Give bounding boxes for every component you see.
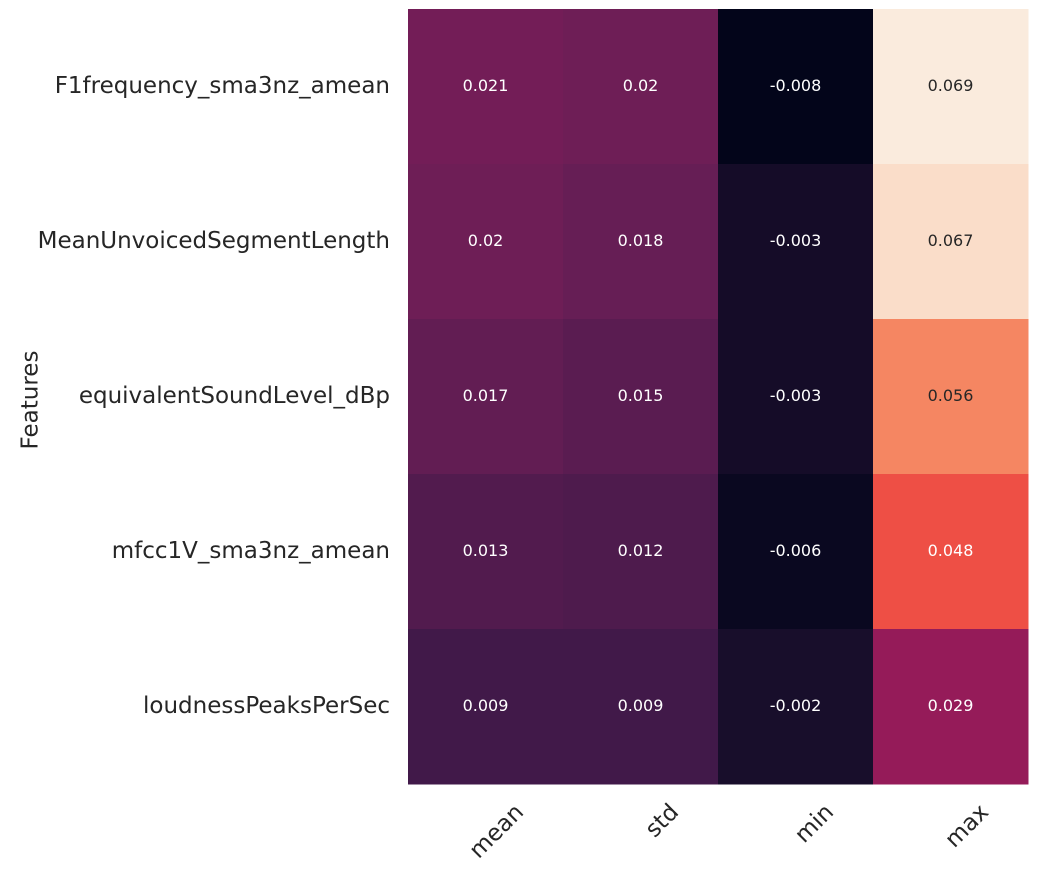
heatmap-cell [563,164,719,320]
heatmap-cell-label: 0.02 [623,76,659,95]
heatmap-cell-label: 0.067 [928,231,974,250]
heatmap-cell-label: 0.02 [468,231,504,250]
x-tick-label: std [640,799,684,843]
heatmap-cell-label: 0.009 [463,696,509,715]
heatmap-cell [408,9,564,165]
heatmap-cell [873,629,1029,785]
heatmap-cell [873,164,1029,320]
heatmap-cell [563,9,719,165]
heatmap-cell [873,474,1029,630]
heatmap-cell-label: 0.021 [463,76,509,95]
x-tick-label: min [790,799,839,848]
heatmap-cell [563,629,719,785]
heatmap-cell-label: 0.056 [928,386,974,405]
heatmap-cell [408,319,564,475]
x-tick-labels: mean std min max [465,799,995,864]
y-tick-label: loudnessPeaksPerSec [143,693,390,719]
heatmap-cell-label: 0.012 [618,541,664,560]
heatmap-cell [718,629,874,785]
heatmap-cell [718,164,874,320]
heatmap-cell [873,319,1029,475]
heatmap-cell-label: 0.029 [928,696,974,715]
heatmap-cell [563,474,719,630]
heatmap-cell-label: 0.009 [618,696,664,715]
y-tick-label: F1frequency_sma3nz_amean [55,73,390,99]
heatmap-cell [408,164,564,320]
heatmap-cell-label: -0.002 [770,696,822,715]
y-tick-labels: F1frequency_sma3nz_amean MeanUnvoicedSegm… [38,73,390,719]
heatmap-cell-label: 0.069 [928,76,974,95]
heatmap-cell-label: -0.008 [770,76,822,95]
heatmap-cell [408,474,564,630]
heatmap-cell-label: 0.017 [463,386,509,405]
heatmap-cell-label: 0.015 [618,386,664,405]
heatmap-cell-label: -0.006 [770,541,822,560]
heatmap-cell [873,9,1029,165]
heatmap-cell [408,629,564,785]
y-tick-label: equivalentSoundLevel_dBp [79,383,390,409]
heatmap-cell [718,9,874,165]
heatmap-cells [408,9,1029,785]
y-tick-label: MeanUnvoicedSegmentLength [38,228,390,254]
heatmap-cell [718,319,874,475]
heatmap-cell [718,474,874,630]
heatmap-cell-label: 0.018 [618,231,664,250]
x-tick-label: mean [465,799,530,864]
heatmap-cell-label: -0.003 [770,231,822,250]
heatmap-cell-label: -0.003 [770,386,822,405]
y-axis-label: Features [18,351,44,450]
x-tick-label: max [940,799,994,853]
heatmap-cell [563,319,719,475]
y-tick-label: mfcc1V_sma3nz_amean [112,538,390,564]
heatmap-cell-label: 0.013 [463,541,509,560]
heatmap-cell-label: 0.048 [928,541,974,560]
heatmap-cell-labels: 0.021 0.02 -0.008 0.069 0.02 0.018 -0.003 0.067… [463,76,974,715]
